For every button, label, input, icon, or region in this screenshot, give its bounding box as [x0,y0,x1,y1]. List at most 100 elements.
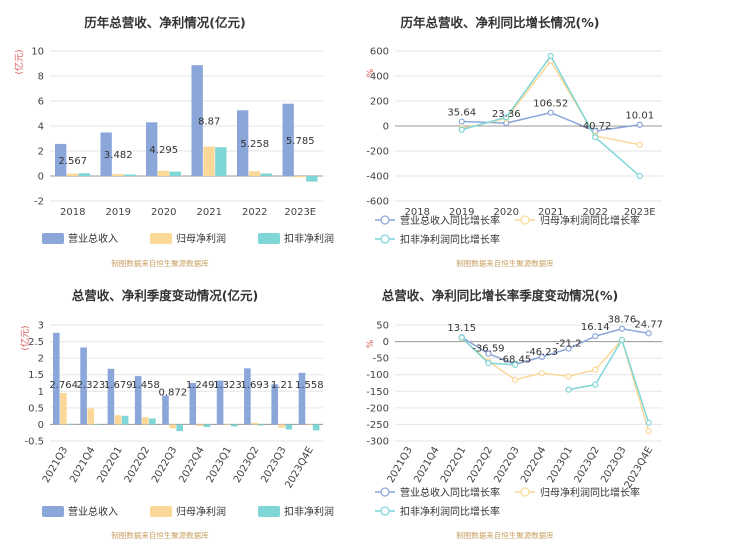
bar-1 [55,143,67,176]
bar-1 [146,122,158,176]
data-label: 35.64 [447,108,476,119]
x-tick-label: 2023Q1 [546,445,575,485]
data-label: 1.679 [104,380,133,391]
series-point-1 [645,330,652,337]
bar-2 [142,417,149,425]
data-label: 4.295 [149,145,178,156]
data-label: -36.59 [472,344,504,355]
bar-1 [162,395,169,425]
series-point-1 [538,353,545,360]
bar-1 [191,65,203,176]
legend-label: 营业总收入 [68,505,118,518]
bar-3 [258,424,265,426]
data-source-note: 制图数据来自恒生聚源数据库 [111,258,209,268]
bar-3 [78,173,90,176]
data-source-note: 制图数据来自恒生聚源数据库 [111,530,209,540]
data-label: -21.2 [556,339,582,350]
bar-3 [312,424,320,431]
y-tick-label: -400 [366,172,389,183]
x-tick-label: 2022Q4 [177,445,206,485]
series-point-1 [547,109,554,116]
series-point-1 [618,325,626,332]
bar-3 [285,424,293,430]
data-label: 1.323 [213,380,242,391]
y-tick-label: -250 [366,420,389,431]
y-tick-label: 4 [38,122,44,133]
data-label: 5.258 [240,139,269,150]
y-tick-label: 0 [38,420,44,431]
bar-3 [203,424,211,428]
chart-title: 历年总营收、净利同比增长情况(%) [401,15,600,30]
legend-swatch [42,506,64,517]
data-label: 2.764 [49,380,78,391]
y-tick-label: 8 [38,72,44,83]
legend-swatch [258,233,280,244]
y-tick-label: 6 [38,97,44,108]
x-tick-label: 2021 [197,207,222,218]
legend-swatch [150,506,172,517]
series-point-2 [565,373,572,380]
data-label: 38.76 [608,315,637,326]
y-tick-label: 2 [38,354,44,365]
bar-1 [100,132,112,176]
bar-2 [87,408,94,425]
x-tick-label: 2021 [538,207,563,218]
legend-marker [380,215,390,225]
legend-swatch [42,233,64,244]
bar-1 [53,332,60,425]
series-point-1 [458,118,465,125]
x-tick-label: 2023Q1 [205,445,234,485]
bar-2 [157,170,170,176]
y-tick-label: 600 [370,47,389,58]
chart-panel-3: 总营收、净利季度变动情况(亿元) (亿元) -0.5 0 0.5 1 1.5 2 2.5 3 202… [19,288,334,540]
x-tick-label: 2023E [284,207,316,218]
bar-1 [298,372,306,425]
data-source-note: 制图数据来自恒生聚源数据库 [456,530,554,540]
data-label: 2.567 [58,156,87,167]
bar-2 [66,173,79,176]
series-line-3 [461,54,641,177]
data-label: 106.52 [533,99,568,110]
series-point-1 [565,345,572,352]
legend-marker [380,506,390,516]
bar-1 [244,368,251,425]
series-point-2 [512,376,519,383]
y-tick-label: 50 [376,321,389,332]
x-tick-label: 2022Q4 [519,445,548,485]
bar-2 [278,424,286,428]
series-line-3 [568,338,650,424]
data-label: 5.785 [286,136,315,147]
data-label: 1.558 [295,380,324,391]
series-point-3 [636,172,643,180]
chart-title: 总营收、净利同比增长率季度变动情况(%) [382,288,618,303]
bar-3 [124,174,136,176]
series-point-3 [565,386,572,393]
data-label: 0.872 [159,388,188,399]
y-unit-label: % [366,339,376,348]
chart-title: 历年总营收、净利情况(亿元) [84,15,245,30]
x-tick-label: 2022 [242,207,267,218]
legend-label: 扣非净利润同比增长率 [400,505,500,518]
data-source-note: 制图数据来自恒生聚源数据库 [456,258,554,268]
series-point-3 [592,381,599,388]
legend-label: 扣非净利润同比增长率 [400,233,500,246]
bar-3 [121,415,129,425]
data-label: -46.23 [526,347,558,358]
chart-panel-4: 总营收、净利同比增长率季度变动情况(%)% -300 -250 -200 -150 -10… [366,288,663,540]
data-label: 1.458 [131,380,160,391]
y-tick-label: -50 [373,354,389,365]
chart-panel-2: 历年总营收、净利同比增长情况(%)% -600 -400 -200 0 200 400 600… [366,15,662,268]
legend-label: 归母净利润 [176,505,226,518]
y-tick-label: 0 [383,122,389,133]
legend-marker [520,215,530,225]
bar-3 [149,418,156,425]
bar-3 [176,424,183,432]
x-tick-label: 2023Q3 [259,445,288,485]
bar-2 [60,392,67,425]
series-point-1 [485,350,492,357]
legend-label: 营业总收入 [68,232,118,245]
data-label: 13.15 [447,323,476,334]
y-unit-label: % [366,68,376,77]
data-label: 1.249 [186,380,215,391]
legend-label: 归母净利润同比增长率 [540,214,640,227]
